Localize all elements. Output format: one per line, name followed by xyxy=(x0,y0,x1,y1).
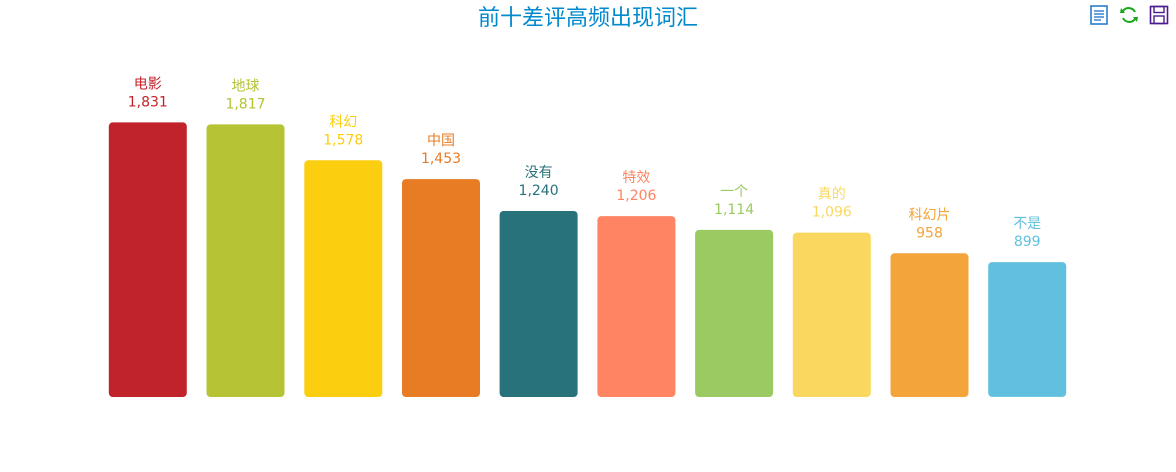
toolbox xyxy=(1088,4,1170,26)
bar-0[interactable] xyxy=(108,122,187,398)
bar-5[interactable] xyxy=(597,216,676,397)
bar-value-label: 1,096 xyxy=(812,205,852,221)
bar-value-label: 1,578 xyxy=(323,132,363,148)
bar-category-label: 真的 xyxy=(818,187,846,203)
bar-value-label: 958 xyxy=(916,225,943,241)
bars-group xyxy=(108,122,1067,398)
restore-icon[interactable] xyxy=(1118,4,1140,26)
bar-category-label: 一个 xyxy=(720,184,748,200)
bar-category-label: 科幻片 xyxy=(909,207,951,223)
bar-category-label: 不是 xyxy=(1013,216,1041,232)
bar-6[interactable] xyxy=(695,229,774,397)
bar-9[interactable] xyxy=(988,262,1067,397)
bar-value-label: 1,817 xyxy=(225,96,265,112)
data-view-icon[interactable] xyxy=(1088,4,1110,26)
bar-value-label: 1,453 xyxy=(421,151,461,167)
bar-value-label: 1,831 xyxy=(128,94,168,110)
bar-category-label: 中国 xyxy=(427,133,455,149)
save-image-icon[interactable] xyxy=(1148,4,1170,26)
bar-value-label: 899 xyxy=(1014,234,1041,250)
bar-category-label: 地球 xyxy=(232,78,260,94)
chart-title: 前十差评高频出现词汇 xyxy=(478,6,698,31)
bar-category-label: 电影 xyxy=(134,76,162,92)
bar-4[interactable] xyxy=(499,211,578,397)
bar-1[interactable] xyxy=(206,124,285,398)
bar-value-label: 1,206 xyxy=(616,188,656,204)
bar-value-label: 1,114 xyxy=(714,202,754,218)
bar-7[interactable] xyxy=(792,232,871,397)
labels-group: 电影 1,831 地球 1,817 科幻 1,578 中国 1,453 没有 1,240 特效 1,2… xyxy=(128,76,1041,250)
bar-3[interactable] xyxy=(402,179,480,397)
bar-8[interactable] xyxy=(890,253,969,397)
bar-value-label: 1,240 xyxy=(519,183,559,199)
bar-category-label: 科幻 xyxy=(329,114,357,130)
bar-2[interactable] xyxy=(304,160,383,397)
bar-category-label: 没有 xyxy=(525,165,553,181)
bar-category-label: 特效 xyxy=(622,170,650,186)
